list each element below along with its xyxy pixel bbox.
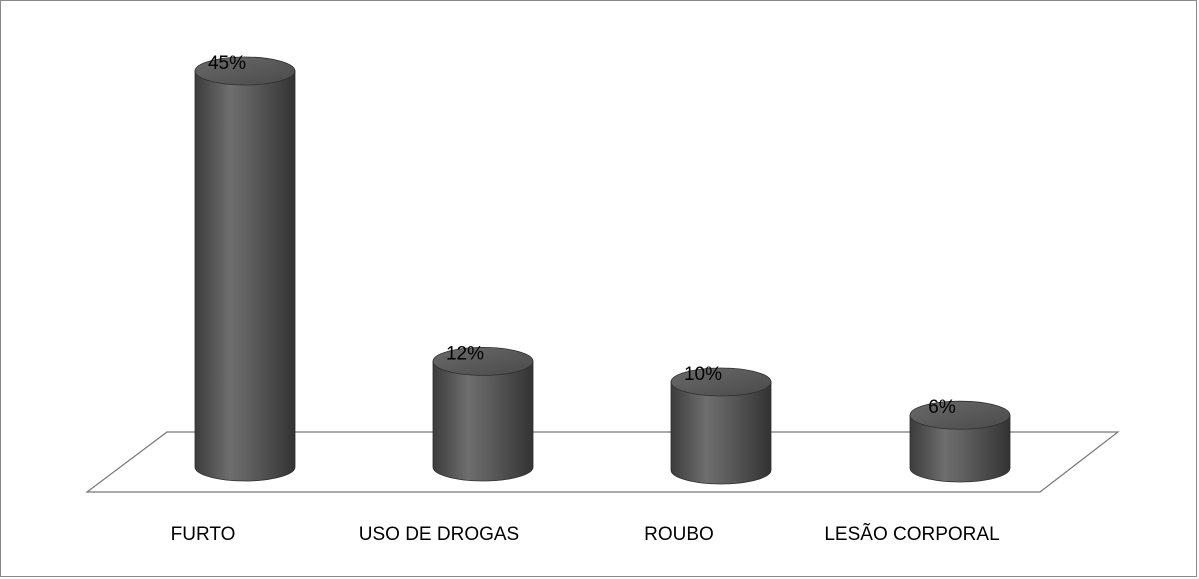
bar-lesao-corporal: [909, 400, 1011, 483]
bar-top: [194, 56, 296, 86]
bar-body: [194, 70, 296, 482]
data-label: 45%: [208, 53, 246, 74]
data-labels-group: 45% 12% 10% 6%: [208, 53, 956, 418]
bar-top: [909, 400, 1011, 430]
data-label: 6%: [928, 397, 956, 418]
bars-group: [194, 56, 1011, 485]
chart-floor: [85, 431, 1120, 493]
bar-body: [909, 414, 1011, 483]
bar-uso-de-drogas: [432, 346, 534, 482]
category-labels-group: FURTO USO DE DROGAS ROUBO LESÃO CORPORAL: [171, 523, 1000, 545]
category-label: LESÃO CORPORAL: [824, 523, 999, 545]
bar-furto: [194, 56, 296, 482]
category-label: ROUBO: [644, 524, 714, 545]
bar-body: [670, 381, 772, 485]
category-label: FURTO: [171, 524, 236, 545]
bar-roubo: [670, 367, 772, 485]
data-label: 10%: [684, 364, 722, 385]
category-label: USO DE DROGAS: [359, 524, 519, 545]
bar-top: [432, 346, 534, 376]
data-label: 12%: [446, 343, 484, 364]
bar-top: [670, 367, 772, 397]
bar-body: [432, 361, 534, 482]
